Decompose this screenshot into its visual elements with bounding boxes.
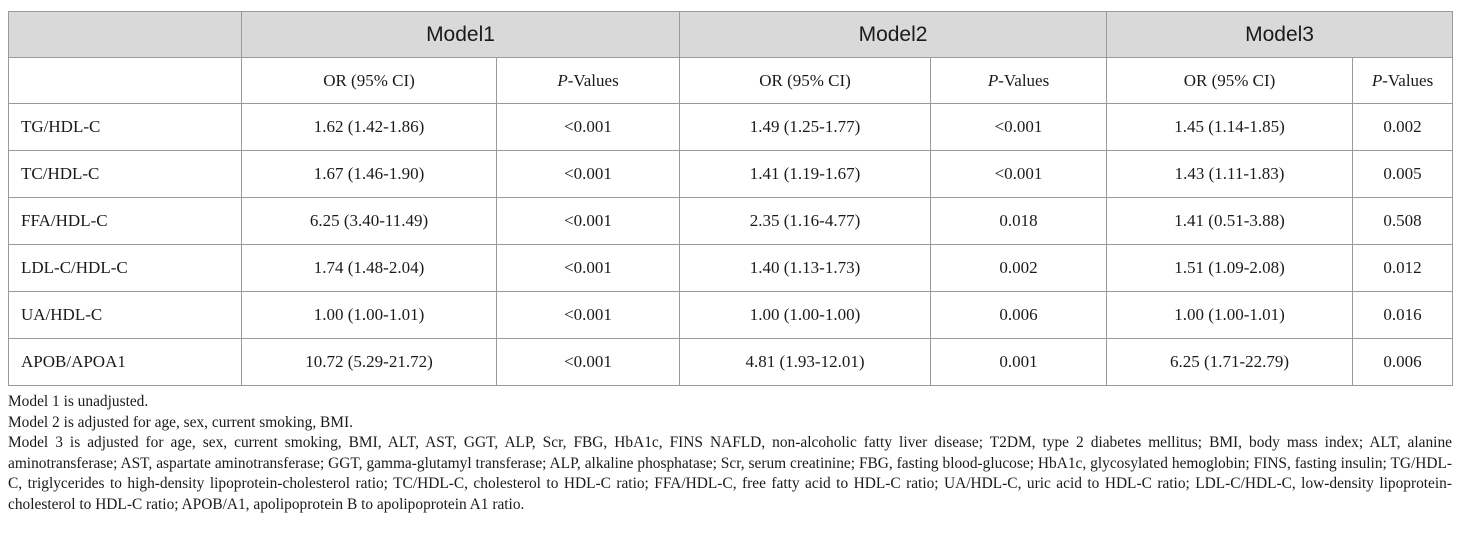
table-cell: 1.40 (1.13-1.73) bbox=[679, 244, 932, 292]
header-empty-cell bbox=[8, 11, 242, 58]
or-ci-header: OR (95% CI) bbox=[241, 57, 497, 104]
table-cell: 1.51 (1.09-2.08) bbox=[1106, 244, 1354, 292]
table-cell: 0.001 bbox=[930, 338, 1108, 386]
table-row: FFA/HDL-C 6.25 (3.40-11.49) <0.001 2.35 … bbox=[8, 197, 1454, 245]
table-cell: 0.005 bbox=[1352, 150, 1454, 198]
table-cell: <0.001 bbox=[495, 197, 681, 245]
table-cell: 6.25 (3.40-11.49) bbox=[241, 197, 497, 245]
p-value-header: P-Values bbox=[1352, 57, 1454, 104]
table-row: UA/HDL-C 1.00 (1.00-1.01) <0.001 1.00 (1… bbox=[8, 291, 1454, 339]
table-cell: 1.67 (1.46-1.90) bbox=[241, 150, 497, 198]
results-table: Model1 Model2 Model3 OR (95% CI) P-Value… bbox=[8, 11, 1454, 386]
table-cell: 1.00 (1.00-1.01) bbox=[1106, 291, 1354, 339]
row-label: LDL-C/HDL-C bbox=[8, 244, 242, 292]
footnote: Model 1 is unadjusted. bbox=[8, 393, 149, 410]
row-label: APOB/APOA1 bbox=[8, 338, 242, 386]
table-cell: 1.62 (1.42-1.86) bbox=[241, 103, 497, 151]
sub-header-empty-cell bbox=[8, 57, 242, 104]
p-suffix: -Values bbox=[998, 70, 1050, 90]
table-row: APOB/APOA1 10.72 (5.29-21.72) <0.001 4.8… bbox=[8, 338, 1454, 386]
table-cell: 1.45 (1.14-1.85) bbox=[1106, 103, 1354, 151]
or-ci-header: OR (95% CI) bbox=[679, 57, 932, 104]
model-header: Model3 bbox=[1106, 11, 1454, 58]
table-cell: 1.41 (1.19-1.67) bbox=[679, 150, 932, 198]
footnote: Model 3 is adjusted for age, sex, curren… bbox=[8, 434, 1452, 513]
model-header: Model1 bbox=[240, 11, 681, 58]
table-cell: <0.001 bbox=[930, 103, 1108, 151]
row-label: UA/HDL-C bbox=[8, 291, 242, 339]
p-italic: P bbox=[987, 70, 999, 90]
sub-header-row: OR (95% CI) P-Values OR (95% CI) P-Value… bbox=[8, 57, 1454, 104]
table-cell: <0.001 bbox=[495, 338, 681, 386]
table-cell: <0.001 bbox=[930, 150, 1108, 198]
table-cell: 0.018 bbox=[930, 197, 1108, 245]
p-italic: P bbox=[557, 70, 568, 90]
row-label: TC/HDL-C bbox=[8, 150, 242, 198]
table-cell: 2.35 (1.16-4.77) bbox=[679, 197, 932, 245]
p-suffix: -Values bbox=[567, 70, 619, 90]
table-cell: 0.002 bbox=[930, 244, 1108, 292]
table-cell: 1.00 (1.00-1.00) bbox=[679, 291, 932, 339]
p-italic: P bbox=[1371, 70, 1383, 90]
table-cell: 1.74 (1.48-2.04) bbox=[241, 244, 497, 292]
table-footnotes: Model 1 is unadjusted. Model 2 is adjust… bbox=[8, 392, 1452, 516]
footnote: Model 2 is adjusted for age, sex, curren… bbox=[8, 413, 353, 431]
table-row: TG/HDL-C 1.62 (1.42-1.86) <0.001 1.49 (1… bbox=[8, 103, 1454, 151]
table-cell: <0.001 bbox=[495, 244, 681, 292]
table-cell: 1.43 (1.11-1.83) bbox=[1106, 150, 1354, 198]
table-cell: 0.012 bbox=[1352, 244, 1454, 292]
table-cell: <0.001 bbox=[495, 291, 681, 339]
table-cell: 0.508 bbox=[1352, 197, 1454, 245]
table-cell: 4.81 (1.93-12.01) bbox=[679, 338, 932, 386]
or-ci-header: OR (95% CI) bbox=[1106, 57, 1354, 104]
row-label: TG/HDL-C bbox=[8, 103, 242, 151]
table-cell: 0.006 bbox=[1352, 338, 1454, 386]
table-cell: 10.72 (5.29-21.72) bbox=[241, 338, 497, 386]
model-header: Model2 bbox=[679, 11, 1108, 58]
p-suffix: -Values bbox=[1382, 70, 1434, 90]
table-cell: 1.00 (1.00-1.01) bbox=[241, 291, 497, 339]
table-row: LDL-C/HDL-C 1.74 (1.48-2.04) <0.001 1.40… bbox=[8, 244, 1454, 292]
table-cell: 0.006 bbox=[930, 291, 1108, 339]
model-header-row: Model1 Model2 Model3 bbox=[8, 11, 1454, 58]
row-label: FFA/HDL-C bbox=[8, 197, 242, 245]
table-cell: 1.41 (0.51-3.88) bbox=[1106, 197, 1354, 245]
table-cell: 1.49 (1.25-1.77) bbox=[679, 103, 932, 151]
table-row: TC/HDL-C 1.67 (1.46-1.90) <0.001 1.41 (1… bbox=[8, 150, 1454, 198]
table-cell: 6.25 (1.71-22.79) bbox=[1106, 338, 1354, 386]
table-cell: <0.001 bbox=[495, 150, 681, 198]
table-cell: 0.016 bbox=[1352, 291, 1454, 339]
table-cell: 0.002 bbox=[1352, 103, 1454, 151]
table-container: Model1 Model2 Model3 OR (95% CI) P-Value… bbox=[8, 11, 1454, 516]
p-value-header: P-Values bbox=[930, 57, 1108, 104]
p-value-header: P-Values bbox=[495, 57, 681, 104]
table-cell: <0.001 bbox=[495, 103, 681, 151]
